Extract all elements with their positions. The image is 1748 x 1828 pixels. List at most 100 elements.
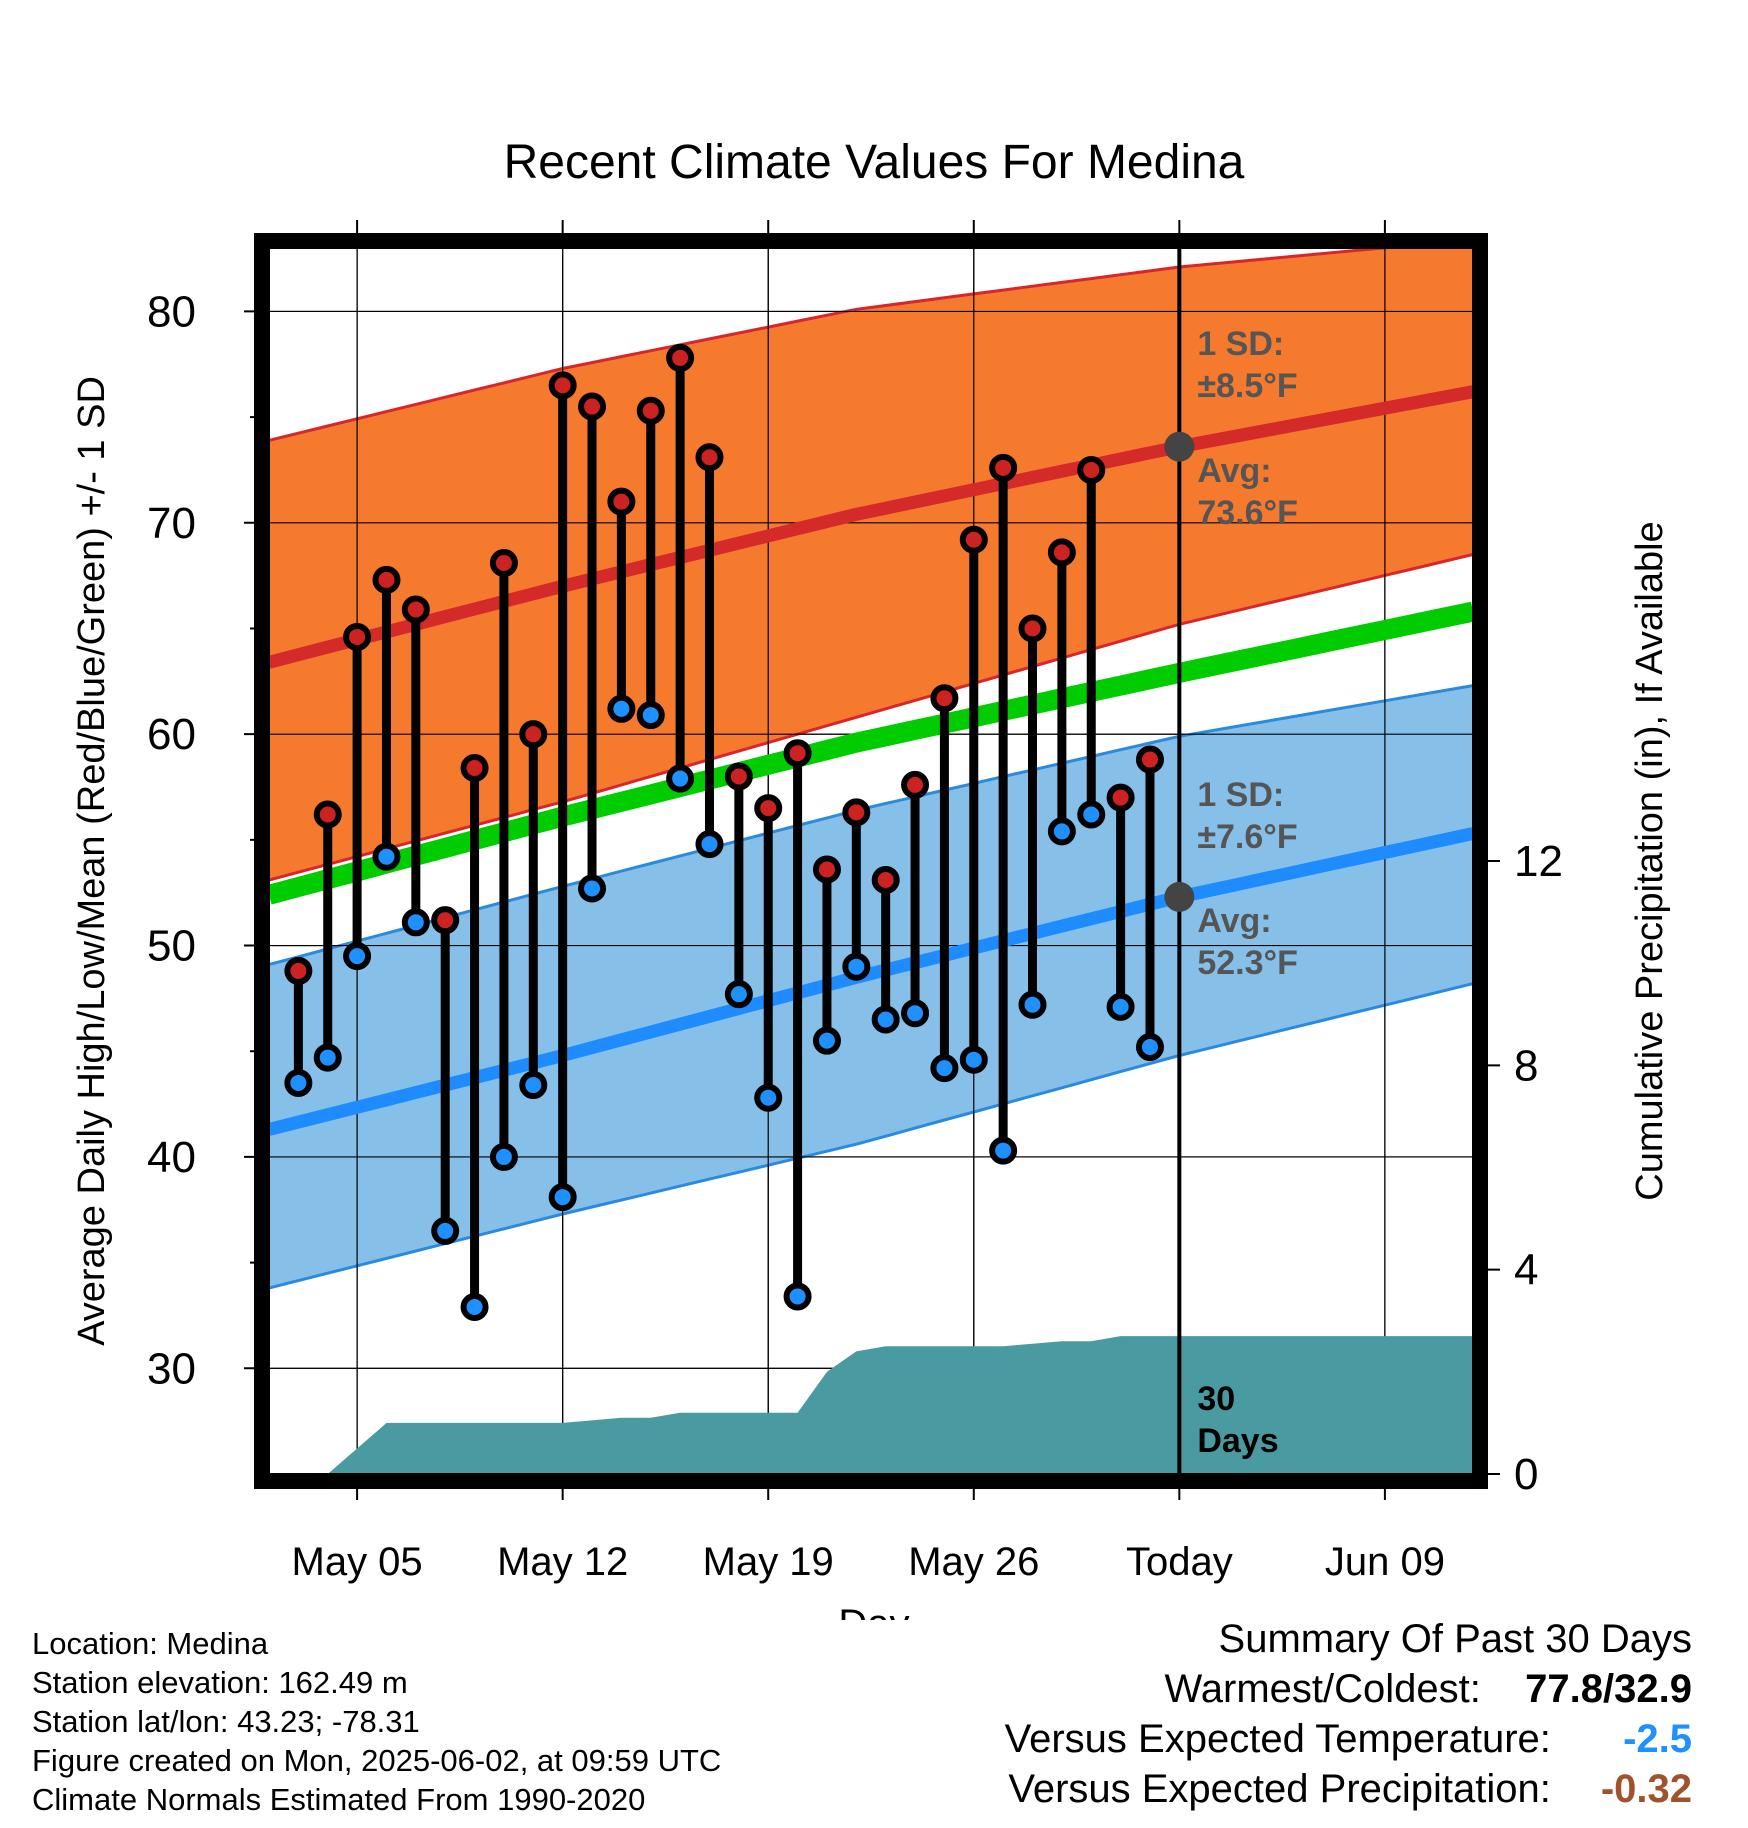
low-point <box>460 1293 489 1322</box>
climate-chart: Recent Climate Values For Medina 1 SD: ±8… <box>71 136 1671 1620</box>
summary-panel: Summary Of Past 30 Days Warmest/Coldest:… <box>1005 1614 1692 1814</box>
y2-tick-label: 8 <box>1514 1041 1538 1090</box>
low-point <box>959 1045 988 1074</box>
temp-label: Versus Expected Temperature: <box>1004 1717 1551 1761</box>
low-sd-band <box>269 685 1473 1288</box>
high-point <box>343 622 372 651</box>
low-point <box>431 1216 460 1245</box>
y2-tick-label: 4 <box>1514 1246 1538 1295</box>
high-point <box>548 371 577 400</box>
low-point <box>313 1043 342 1072</box>
precip-label: Versus Expected Precipitation: <box>1008 1767 1551 1811</box>
high-point <box>313 800 342 829</box>
created-text: Figure created on Mon, 2025-06-02, at 09… <box>32 1743 722 1778</box>
high-point <box>489 548 518 577</box>
high-point <box>871 866 900 895</box>
temp-value: -2.5 <box>1623 1717 1692 1761</box>
elevation-text: Station elevation: 162.49 m <box>32 1665 408 1700</box>
today-high-avg-marker <box>1164 431 1195 462</box>
low-point <box>372 842 401 871</box>
low-point <box>548 1183 577 1212</box>
y2-axis-title: Cumulative Precipitation (in), If Availa… <box>1629 521 1671 1200</box>
high-point <box>431 906 460 935</box>
low-point <box>989 1136 1018 1165</box>
low-avg-line <box>269 827 1473 1136</box>
high-sd-value: ±8.5°F <box>1197 367 1297 405</box>
high-point <box>989 453 1018 482</box>
high-point <box>1135 745 1164 774</box>
high-point <box>901 770 930 799</box>
summary-title: Summary Of Past 30 Days <box>1218 1617 1692 1661</box>
high-point <box>401 595 430 624</box>
high-point <box>1018 614 1047 643</box>
low-point <box>489 1142 518 1171</box>
high-point <box>695 443 724 472</box>
high-point <box>1077 455 1106 484</box>
high-sd-upper-edge <box>269 248 1399 442</box>
y-tick-label: 30 <box>147 1344 196 1393</box>
location-text: Location: Medina <box>32 1626 269 1661</box>
high-point <box>460 753 489 782</box>
high-avg-label: Avg: <box>1197 452 1271 490</box>
low-point <box>842 952 871 981</box>
summary-precip-row: Versus Expected Precipitation: -0.32 <box>1005 1764 1692 1814</box>
x-tick-label: May 26 <box>908 1540 1039 1584</box>
low-point <box>754 1083 783 1112</box>
low-point <box>1018 990 1047 1019</box>
precip-value: -0.32 <box>1600 1767 1692 1811</box>
y-tick-label: 80 <box>147 287 196 336</box>
low-point <box>666 764 695 793</box>
low-point <box>343 942 372 971</box>
low-point <box>871 1005 900 1034</box>
mean-avg-line <box>269 601 1473 905</box>
high-point <box>783 739 812 768</box>
x-tick-label: Today <box>1126 1540 1233 1584</box>
warm-cold-label: Warmest/Coldest: <box>1164 1667 1481 1711</box>
low-point <box>1077 800 1106 829</box>
low-sd-upper-edge <box>269 684 1473 967</box>
station-info: Location: Medina Station elevation: 162.… <box>32 1624 721 1819</box>
warm-cold-value: 77.8/32.9 <box>1525 1667 1692 1711</box>
low-point <box>1106 992 1135 1021</box>
y2-tick-label: 12 <box>1514 837 1563 886</box>
y-axis-title: Average Daily High/Low/Mean (Red/Blue/Gr… <box>71 376 113 1346</box>
low-sd-value: ±7.6°F <box>1197 818 1297 856</box>
high-point <box>284 956 313 985</box>
y-tick-label: 60 <box>147 710 196 759</box>
high-point <box>607 487 636 516</box>
low-point <box>636 701 665 730</box>
y2-tick-label: 0 <box>1514 1450 1538 1499</box>
high-point <box>930 684 959 713</box>
low-avg-label: Avg: <box>1197 902 1271 940</box>
low-point <box>901 999 930 1028</box>
low-point <box>284 1068 313 1097</box>
y-tick-label: 50 <box>147 922 196 971</box>
low-point <box>724 980 753 1009</box>
chart-title: Recent Climate Values For Medina <box>504 136 1245 189</box>
high-avg-value: 73.6°F <box>1197 494 1298 532</box>
low-sd-label: 1 SD: <box>1197 776 1284 814</box>
high-avg-line <box>269 385 1473 669</box>
high-point <box>519 720 548 749</box>
low-point <box>401 908 430 937</box>
high-sd-band <box>269 248 1473 880</box>
high-point <box>1106 783 1135 812</box>
summary-temp-row: Versus Expected Temperature: -2.5 <box>1005 1714 1692 1764</box>
plot-area <box>269 248 1473 1474</box>
today-low-avg-marker <box>1164 881 1195 912</box>
high-point <box>842 798 871 827</box>
low-point <box>578 874 607 903</box>
high-point <box>372 565 401 594</box>
latlon-text: Station lat/lon: 43.23; -78.31 <box>32 1704 420 1739</box>
precipitation-area <box>269 1336 1473 1474</box>
high-point <box>959 525 988 554</box>
low-sd-lower-edge <box>269 982 1473 1290</box>
x-tick-label: May 05 <box>292 1540 423 1584</box>
low-point <box>519 1071 548 1100</box>
low-point <box>812 1026 841 1055</box>
high-point <box>812 855 841 884</box>
y-tick-label: 70 <box>147 499 196 548</box>
low-point <box>695 830 724 859</box>
x-tick-label: Jun 09 <box>1325 1540 1445 1584</box>
high-point <box>1047 538 1076 567</box>
